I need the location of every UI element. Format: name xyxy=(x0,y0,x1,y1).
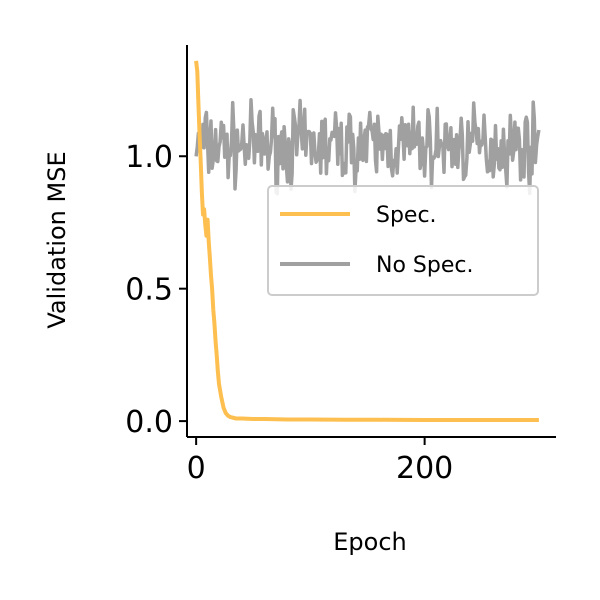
tick-layer: 0 200 0.0 0.5 1.0 xyxy=(125,140,453,486)
series-line-spec xyxy=(194,60,539,422)
y-axis-title: Validation MSE xyxy=(43,151,71,328)
legend-label-no-spec: No Spec. xyxy=(376,253,473,278)
series-layer xyxy=(194,60,541,422)
legend-label-spec: Spec. xyxy=(376,203,437,228)
y-tick-label: 0.0 xyxy=(125,405,173,440)
legend: Spec. No Spec. xyxy=(267,185,539,296)
x-tick-label: 0 xyxy=(187,451,206,486)
y-tick-label: 0.5 xyxy=(125,273,173,308)
x-axis-title: Epoch xyxy=(333,528,407,556)
x-tick-label: 200 xyxy=(396,451,453,486)
axis-layer xyxy=(186,45,556,438)
series-line-no-spec xyxy=(194,98,541,196)
y-tick-label: 1.0 xyxy=(125,140,173,175)
